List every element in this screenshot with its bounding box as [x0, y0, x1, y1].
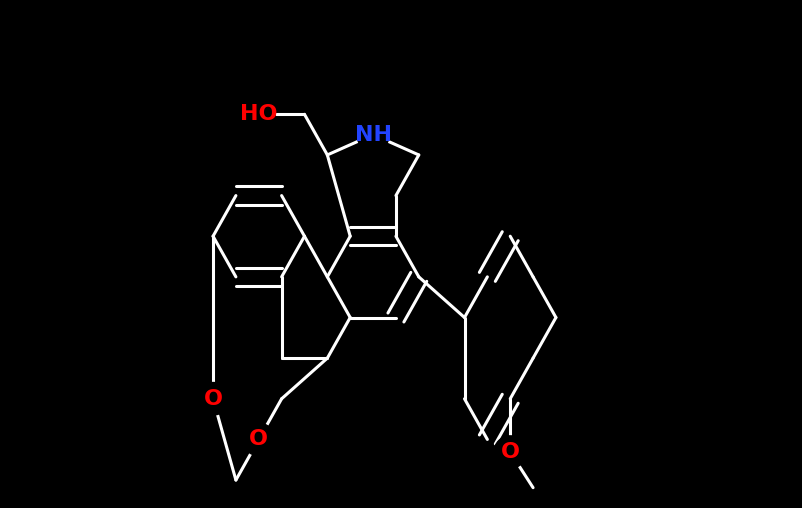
Text: NH: NH [354, 124, 391, 145]
Circle shape [196, 383, 229, 415]
Circle shape [494, 436, 526, 468]
Text: HO: HO [240, 104, 277, 124]
Circle shape [357, 118, 389, 151]
Circle shape [242, 98, 275, 131]
Text: O: O [500, 442, 520, 462]
Text: O: O [204, 389, 222, 409]
Text: O: O [249, 429, 268, 450]
Circle shape [242, 423, 275, 456]
